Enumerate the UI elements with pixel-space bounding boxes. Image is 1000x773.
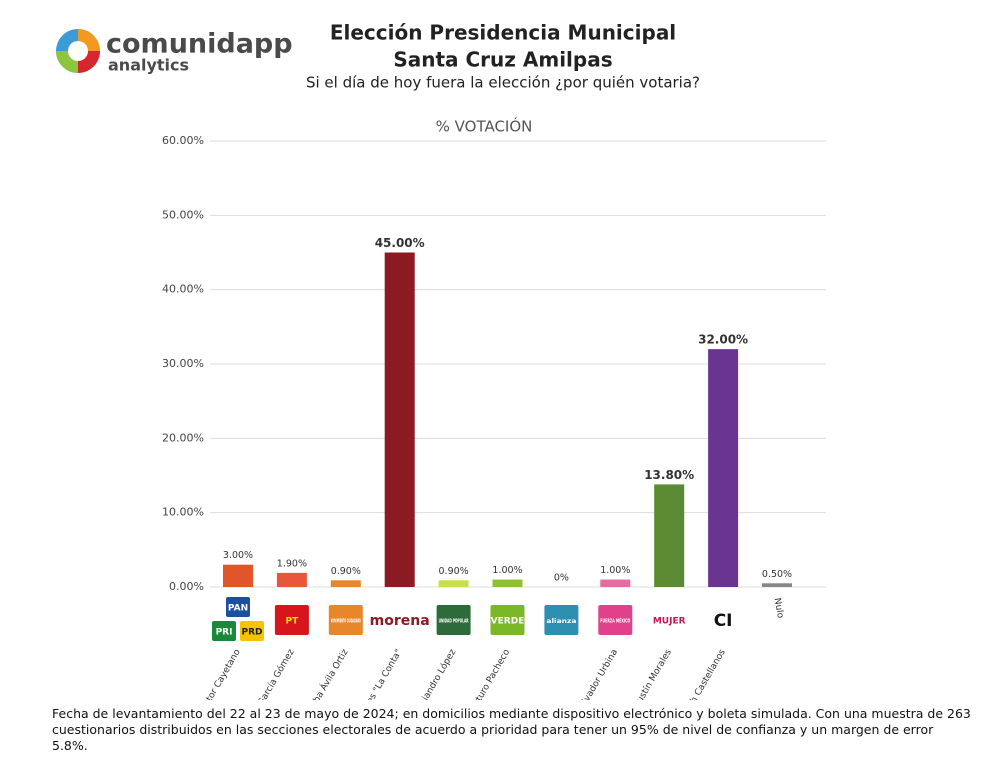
party-logo-text: VERDE bbox=[491, 617, 525, 627]
y-tick-label: 30.00% bbox=[162, 357, 204, 370]
bar bbox=[708, 349, 739, 587]
bar bbox=[762, 583, 792, 587]
x-tick-label: Columba Ávila Ortiz bbox=[296, 647, 351, 700]
data-label: 1.90% bbox=[277, 558, 307, 569]
x-tick-label: Alejandro López bbox=[413, 647, 459, 700]
party-logo bbox=[328, 605, 363, 635]
x-tick-label: Cristián salvador Urbina bbox=[557, 648, 620, 700]
bar bbox=[276, 572, 307, 587]
data-label: 1.00% bbox=[600, 565, 630, 576]
chart: comunidapp analytics Elección Presidenci… bbox=[56, 21, 826, 765]
axis-title: % VOTACIÓN bbox=[436, 117, 533, 136]
x-tick-label: Paola Morales "La Conta" bbox=[339, 648, 404, 700]
y-tick-label: 20.00% bbox=[162, 431, 204, 444]
party-logo-text: PRI bbox=[216, 628, 233, 638]
x-tick-label: Nulo bbox=[772, 597, 785, 619]
chart-title: Elección Presidencia Municipal bbox=[330, 21, 676, 45]
data-label: 0% bbox=[554, 573, 569, 584]
party-logo-text: PT bbox=[286, 617, 300, 627]
bar bbox=[330, 580, 361, 587]
party-logo-text: FUERZA MÉXICO bbox=[600, 617, 630, 625]
chart-subtitle: Si el día de hoy fuera la elección ¿por … bbox=[306, 74, 700, 92]
data-label: 3.00% bbox=[223, 550, 253, 561]
party-logo bbox=[598, 605, 633, 635]
brand-name: comunidapp bbox=[106, 29, 293, 60]
x-tick-label: Rosalinda García Gómez bbox=[232, 647, 297, 700]
footnote: Fecha de levantamiento del 22 al 23 de m… bbox=[52, 706, 971, 753]
party-logo-text: MOVIMIENTO CIUDADANO bbox=[331, 619, 361, 625]
y-tick-label: 50.00% bbox=[162, 208, 204, 221]
party-logo-text: morena bbox=[370, 613, 430, 629]
y-tick-label: 0.00% bbox=[169, 580, 204, 593]
data-label: 0.90% bbox=[439, 566, 469, 577]
brand-logo bbox=[56, 29, 100, 73]
party-logo bbox=[274, 605, 309, 635]
bar bbox=[223, 564, 253, 587]
chart-title: Santa Cruz Amilpas bbox=[393, 48, 612, 72]
bar bbox=[600, 579, 631, 587]
party-logo-text: CI bbox=[714, 611, 733, 631]
data-label: 0.50% bbox=[762, 569, 792, 580]
brand-tagline: analytics bbox=[108, 56, 189, 75]
party-logo bbox=[212, 621, 236, 641]
data-label: 1.00% bbox=[492, 565, 522, 576]
y-tick-label: 40.00% bbox=[162, 283, 204, 296]
bar bbox=[438, 580, 469, 587]
data-label: 0.90% bbox=[331, 566, 361, 577]
party-logo-text: MUJER bbox=[653, 617, 686, 627]
party-logo bbox=[490, 605, 525, 635]
x-tick-label: Victor Cayetano bbox=[198, 647, 243, 700]
data-label: 13.80% bbox=[644, 468, 694, 482]
bar bbox=[492, 579, 523, 587]
x-tick-label: Agustín Morales bbox=[629, 647, 674, 700]
bar bbox=[384, 252, 415, 587]
party-logo-text: PAN bbox=[228, 604, 248, 614]
bar bbox=[654, 484, 685, 587]
party-logo bbox=[240, 621, 264, 641]
data-label: 32.00% bbox=[698, 333, 748, 347]
party-logo-text: UNIDAD POPULAR bbox=[439, 619, 469, 625]
x-tick-label: Arturo Pacheco bbox=[470, 647, 513, 700]
y-tick-label: 60.00% bbox=[162, 134, 204, 147]
y-tick-label: 10.00% bbox=[162, 506, 204, 519]
party-logo bbox=[226, 597, 250, 617]
party-logo-text: PRD bbox=[242, 628, 263, 638]
party-logo bbox=[544, 605, 579, 635]
data-label: 45.00% bbox=[375, 236, 425, 250]
party-logo-text: alianza bbox=[546, 617, 576, 625]
party-logo bbox=[436, 605, 471, 635]
